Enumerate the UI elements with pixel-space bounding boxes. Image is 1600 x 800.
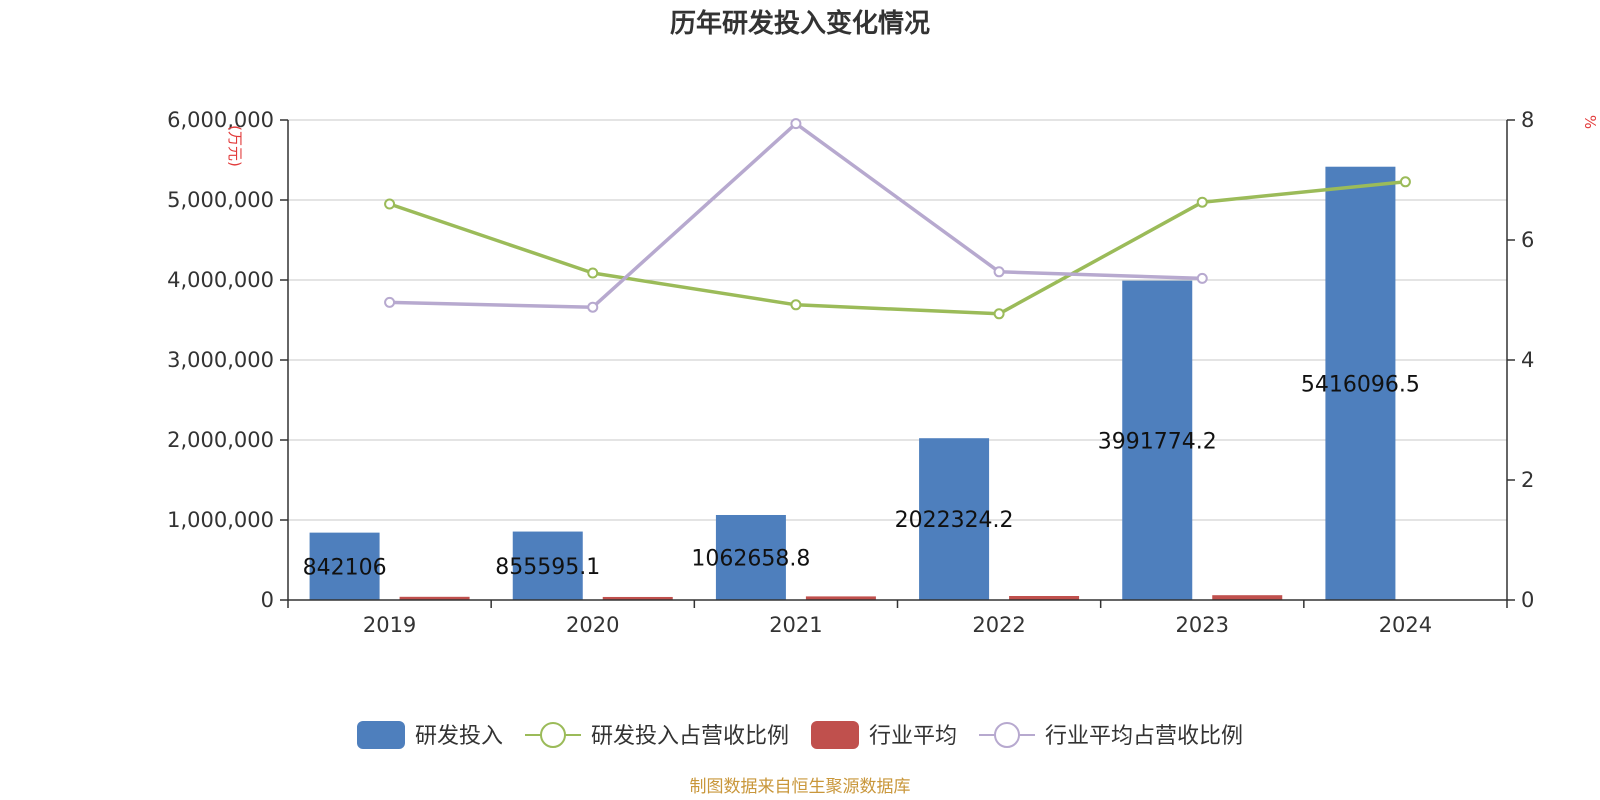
line-point (993, 266, 1005, 278)
line-point (1196, 196, 1208, 208)
y-tick-label: 2,000,000 (167, 428, 274, 452)
bar-value-label: 5416096.5 (1301, 372, 1420, 397)
y-tick-label: 3,000,000 (167, 348, 274, 372)
grid-layer (288, 119, 1507, 521)
bar (399, 596, 470, 600)
legend-label: 行业平均 (869, 724, 957, 749)
y2-tick-label: 4 (1521, 348, 1534, 372)
legend: 研发投入 研发投入占营收比例 行业平均 行业平均占营收比例 (357, 721, 1243, 749)
legend-swatch (357, 721, 405, 749)
x-tick-label: 2024 (1379, 613, 1432, 637)
bar-value-label: 855595.1 (495, 555, 600, 580)
x-tick-label: 2022 (972, 613, 1025, 637)
line-point (790, 299, 802, 311)
x-tick-label: 2019 (363, 613, 416, 637)
y2-tick-label: 6 (1521, 228, 1534, 252)
bar-value-label: 2022324.2 (895, 508, 1014, 533)
line-point (1399, 176, 1411, 188)
y2-axis-title: % (1581, 115, 1599, 129)
bar-value-label: 1062658.8 (691, 546, 810, 571)
y-tick-label: 0 (261, 588, 274, 612)
line-point (993, 308, 1005, 320)
bar (1009, 596, 1080, 600)
line-layer (384, 118, 1411, 320)
bar-value-label: 3991774.2 (1098, 429, 1217, 454)
bar-layer (309, 166, 1396, 600)
y-tick-label: 4,000,000 (167, 268, 274, 292)
y2-tick-label: 8 (1521, 108, 1534, 132)
x-tick-label: 2021 (769, 613, 822, 637)
legend-swatch-marker (994, 722, 1020, 748)
y2-tick-label: 2 (1521, 468, 1534, 492)
label-layer: 842106 855595.1 1062658.8 2022324.2 3991774.… (303, 372, 1420, 580)
bar (919, 438, 990, 600)
line-point (587, 267, 599, 279)
bar (602, 596, 673, 600)
bar (1122, 280, 1193, 600)
bar (715, 514, 786, 600)
bar (1325, 166, 1396, 600)
series-line (389, 180, 1406, 316)
source-note: 制图数据来自恒生聚源数据库 (690, 777, 911, 797)
x-tick-label: 2020 (566, 613, 619, 637)
legend-swatch-marker (540, 722, 566, 748)
x-tick-label: 2023 (1176, 613, 1229, 637)
y-tick-label: 5,000,000 (167, 188, 274, 212)
bar-value-label: 842106 (303, 555, 387, 580)
y-tick-label: 1,000,000 (167, 508, 274, 532)
legend-label: 研发投入 (415, 724, 503, 749)
legend-label: 行业平均占营收比例 (1045, 724, 1243, 749)
y-tick-label: 6,000,000 (167, 108, 274, 132)
chart-title: 历年研发投入变化情况 (670, 8, 930, 39)
legend-swatch (811, 721, 859, 749)
axis-layer: 0 1,000,000 2,000,000 3,000,000 4,000,000 5,0… (167, 108, 1534, 637)
line-point (587, 301, 599, 313)
line-point (384, 296, 396, 308)
bar (309, 532, 380, 600)
bar (512, 531, 583, 600)
line-point (384, 198, 396, 210)
bar (1212, 595, 1283, 600)
y2-tick-label: 0 (1521, 588, 1534, 612)
line-point (790, 118, 802, 130)
y-axis-title: (万元) (226, 125, 244, 167)
line-point (1196, 272, 1208, 284)
bar (805, 596, 876, 600)
legend-label: 研发投入占营收比例 (591, 724, 789, 749)
